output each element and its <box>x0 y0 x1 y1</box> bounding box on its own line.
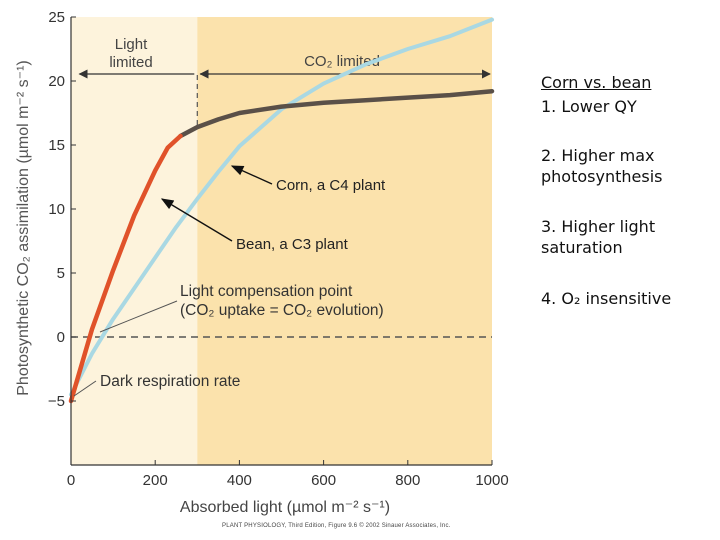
y-tick-label: −5 <box>48 393 65 410</box>
y-tick-label: 5 <box>57 265 65 282</box>
co2-limited-region <box>197 17 493 465</box>
source-note: PLANT PHYSIOLOGY, Third Edition, Figure … <box>222 523 451 529</box>
light-limited-label: Light limited <box>109 36 152 71</box>
x-axis-label: Absorbed light (µmol m⁻² s⁻¹) <box>180 499 390 516</box>
annotations: Corn, a C4 plant Bean, a C3 plant Light co… <box>73 165 386 397</box>
annotation-corn-arrow <box>230 165 273 185</box>
x-tick-label: 600 <box>311 472 336 489</box>
series-line-corn <box>68 133 183 404</box>
y-tick-label: 0 <box>57 329 65 346</box>
x-tick-label: 400 <box>227 472 252 489</box>
side-note-2: 2. Higher max photosynthesis <box>541 146 663 186</box>
light-limited-region <box>71 17 198 465</box>
side-note-1: 1. Lower QY <box>541 97 637 116</box>
annotation-light-compensation-leader <box>99 300 178 333</box>
x-tick-label: 1000 <box>475 472 508 489</box>
annotation-dark-respiration: Dark respiration rate <box>100 373 240 390</box>
annotation-bean: Bean, a C3 plant <box>236 236 349 253</box>
annotation-bean-arrow <box>160 198 233 242</box>
y-tick-label: 20 <box>48 73 65 90</box>
annotation-dark-respiration-leader <box>73 380 97 397</box>
x-tick-label: 800 <box>395 472 420 489</box>
x-tick-label: 200 <box>143 472 168 489</box>
axes <box>70 17 492 466</box>
y-tick-label: 10 <box>48 201 65 218</box>
side-note-4: 4. O₂ insensitive <box>541 289 672 308</box>
annotation-corn: Corn, a C4 plant <box>276 177 386 194</box>
series-layer <box>68 17 495 404</box>
x-axis-ticks: 0 200 400 600 800 1000 <box>67 460 509 489</box>
series-line-corn-plateau <box>178 88 495 139</box>
x-tick-label: 0 <box>67 472 75 489</box>
series-line-bean <box>69 17 494 397</box>
y-tick-label: 25 <box>48 9 65 26</box>
side-note-3: 3. Higher light saturation <box>541 217 656 257</box>
side-note-title: Corn vs. bean <box>541 73 652 92</box>
y-axis-ticks: −5 0 5 10 15 20 25 <box>48 9 76 410</box>
y-axis-label: Photosynthetic CO₂ assimilation (µmol m⁻… <box>15 60 32 396</box>
y-tick-label: 15 <box>48 137 65 154</box>
annotation-light-compensation: Light compensation point (CO₂ uptake = CO… <box>180 283 384 319</box>
